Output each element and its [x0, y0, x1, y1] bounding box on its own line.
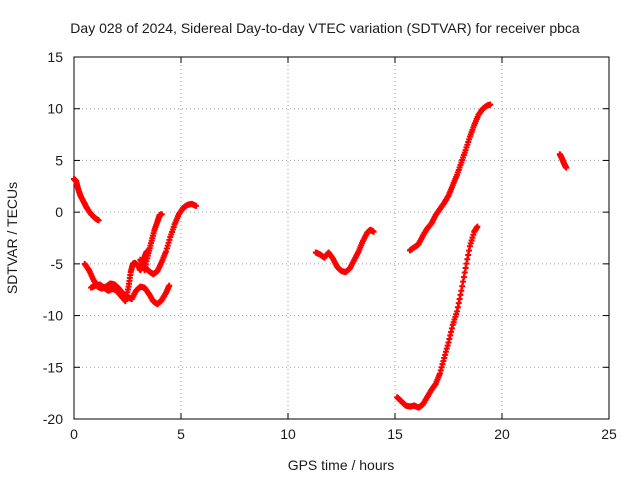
data-point — [158, 211, 165, 218]
series-arc-1 — [71, 176, 102, 224]
x-axis-label: GPS time / hours — [288, 457, 395, 473]
y-tick-label: 0 — [55, 204, 63, 220]
y-tick-label: 10 — [47, 101, 63, 117]
y-tick-label: -20 — [43, 411, 63, 427]
grid-layer — [74, 57, 609, 419]
data-point — [487, 101, 494, 108]
x-tick-label: 10 — [280, 426, 296, 442]
y-tick-label: -10 — [43, 308, 63, 324]
x-tick-label: 5 — [177, 426, 185, 442]
chart-title: Day 028 of 2024, Sidereal Day-to-day VTE… — [70, 20, 580, 36]
series-arc-5 — [141, 211, 165, 274]
x-tick-label: 15 — [387, 426, 403, 442]
y-tick-label: 5 — [55, 152, 63, 168]
series-arc-8 — [406, 101, 494, 254]
x-tick-label: 0 — [70, 426, 78, 442]
points-layer — [71, 101, 570, 411]
data-point — [370, 228, 377, 235]
y-axis-label: SDTVAR / TECUs — [4, 182, 20, 294]
data-point — [474, 223, 481, 230]
data-point — [192, 202, 199, 209]
x-tick-label: 20 — [494, 426, 510, 442]
tick-label-layer: 0 5 10 15 20 25 -20 -15 -10 -5 0 5 10 15 — [43, 49, 617, 442]
series-arc-9 — [556, 151, 570, 171]
x-tick-label: 25 — [601, 426, 617, 442]
data-point — [95, 217, 102, 224]
data-point — [563, 164, 570, 171]
y-tick-label: -15 — [43, 359, 63, 375]
plot-frame — [73, 56, 610, 420]
y-tick-label: 15 — [47, 49, 63, 65]
data-point — [166, 282, 173, 289]
series-arc-6 — [312, 226, 377, 276]
series-arc-7 — [394, 223, 481, 411]
y-tick-label: -5 — [51, 256, 64, 272]
